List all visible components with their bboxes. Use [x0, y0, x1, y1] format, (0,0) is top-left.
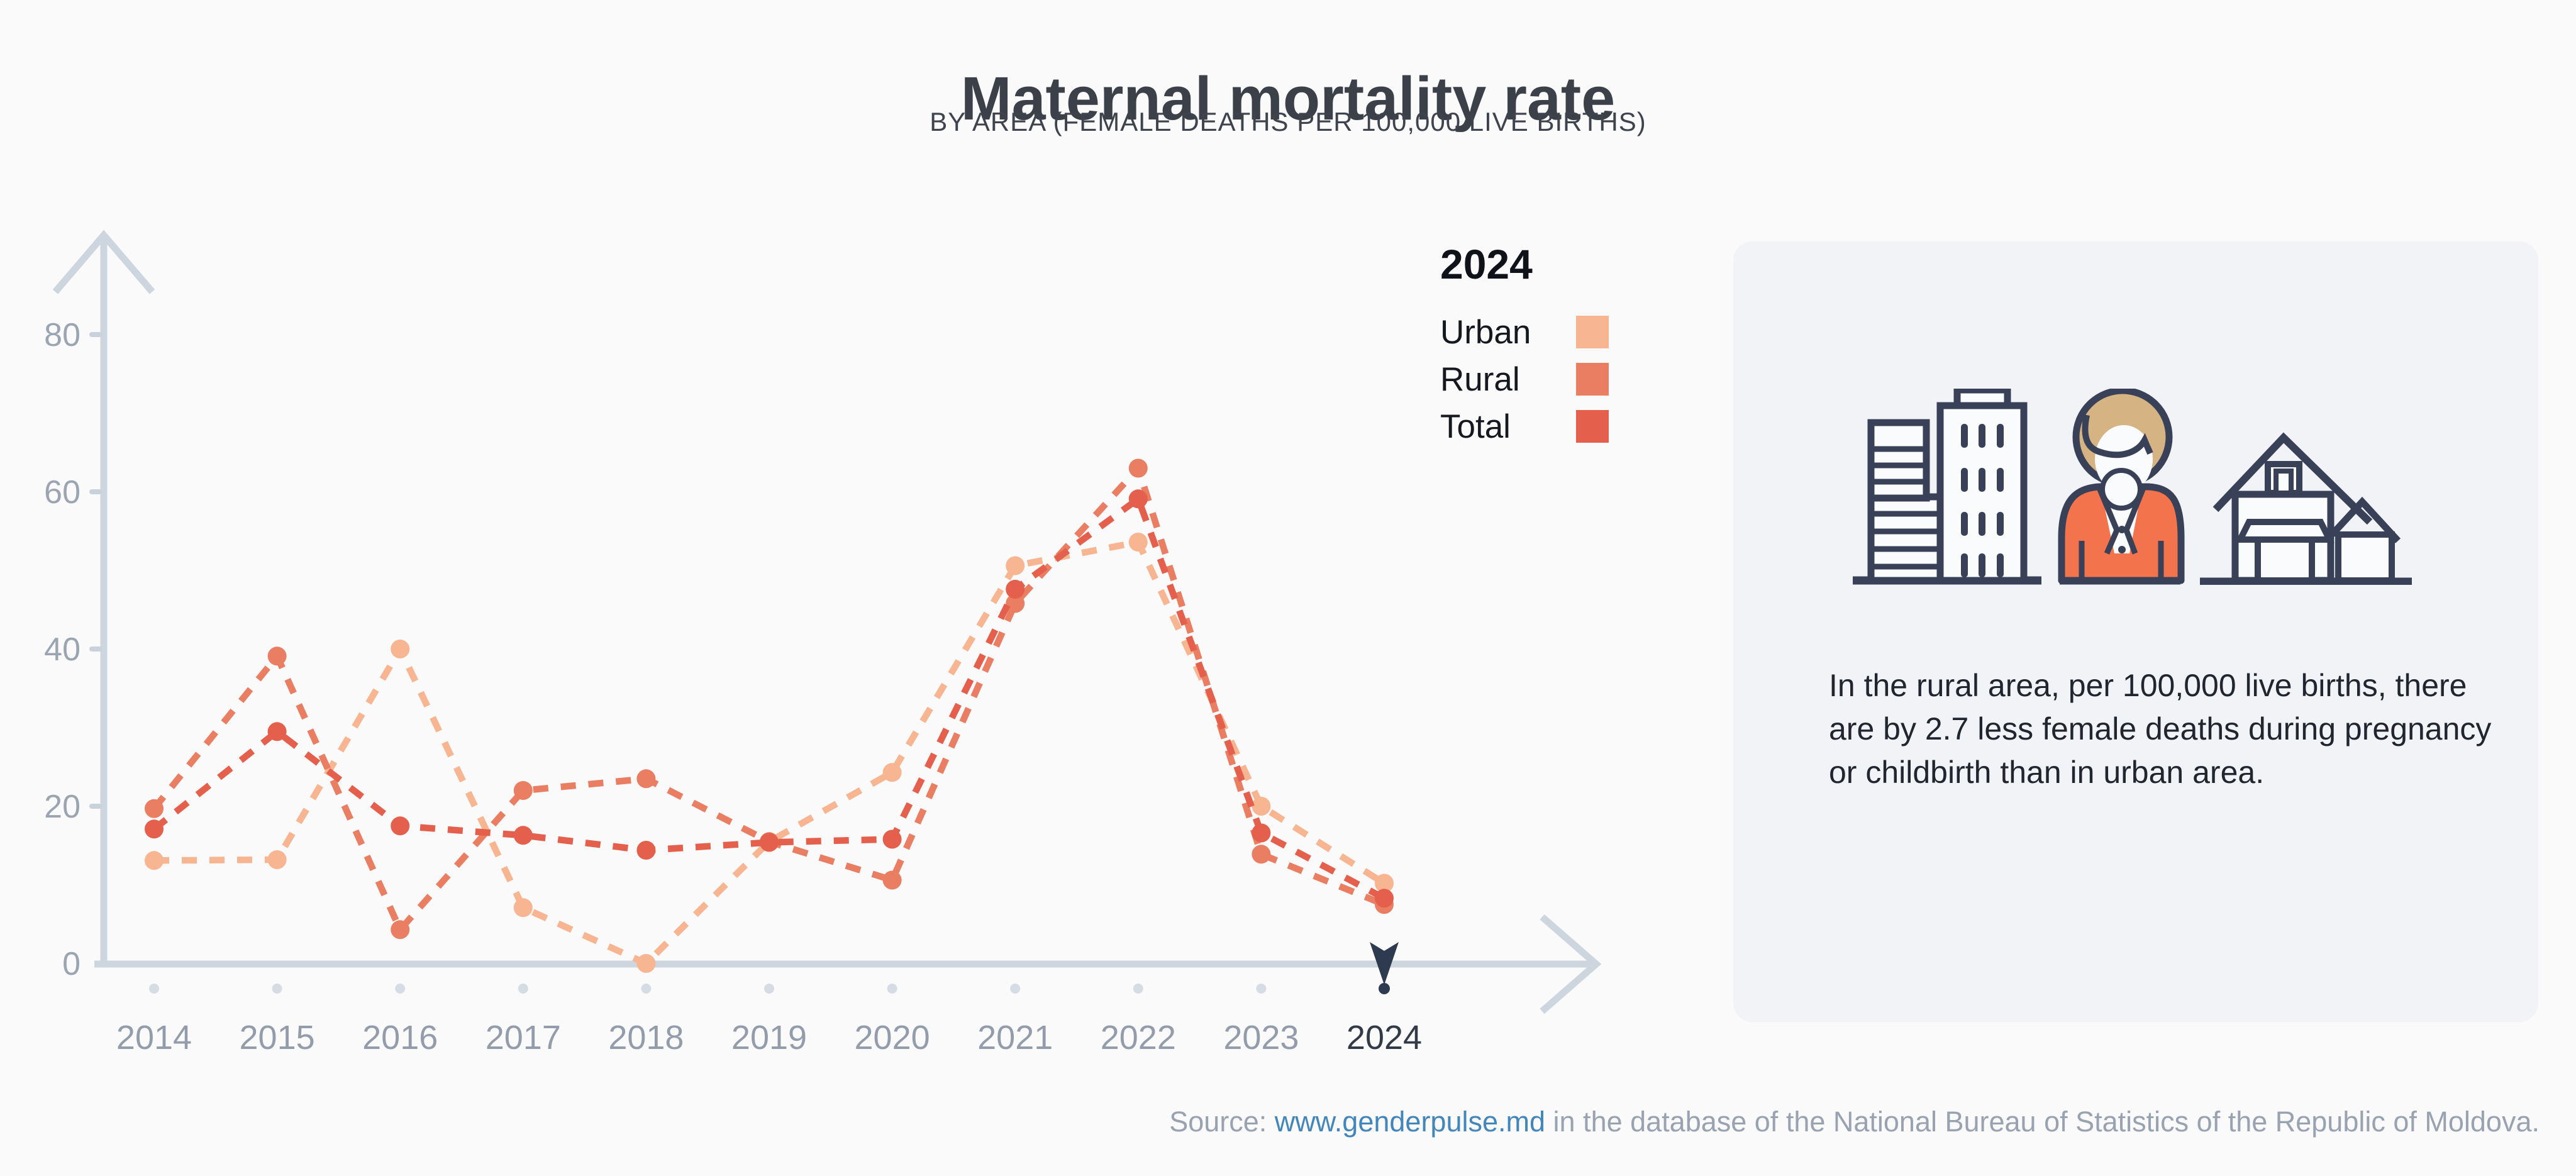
x-tick-dot-2024 [1379, 983, 1390, 994]
y-ticks: 0 20 40 60 80 [44, 317, 102, 982]
x-tick-dot-2021 [1010, 984, 1021, 994]
page-title: Maternal mortality rate [960, 64, 1616, 133]
x-axis-label-2023: 2023 [1223, 1019, 1299, 1057]
data-point-rural-2015 [267, 646, 287, 666]
data-point-total-2021 [1006, 580, 1025, 599]
x-axis-label-2015: 2015 [240, 1019, 315, 1057]
x-axis-label-2018: 2018 [608, 1019, 684, 1057]
x-tick-dot-2017 [518, 984, 528, 994]
data-point-rural-2016 [391, 920, 410, 940]
data-point-total-2017 [513, 826, 533, 845]
legend-label: Urban [1440, 313, 1531, 351]
y-axis-arrow-icon [52, 230, 155, 294]
data-point-total-2022 [1128, 489, 1148, 509]
x-tick-dot-2014 [149, 984, 159, 994]
legend-swatch-urban [1576, 316, 1609, 348]
y-tick-label-80: 80 [44, 317, 80, 353]
legend-label: Total [1440, 408, 1511, 445]
series-urban [145, 533, 1394, 973]
legend-item-rural: Rural [1440, 360, 1609, 398]
y-tick-label-60: 60 [44, 474, 80, 511]
legend-swatch-total [1576, 410, 1609, 443]
x-tick-dot-2018 [641, 984, 652, 994]
data-point-urban-2015 [267, 850, 287, 869]
data-point-total-2014 [145, 819, 164, 839]
x-axis-label-2016: 2016 [362, 1019, 438, 1057]
legend-item-total: Total [1440, 408, 1609, 445]
data-point-urban-2021 [1006, 556, 1025, 575]
series-line-urban [153, 538, 1386, 968]
data-point-rural-2020 [882, 870, 902, 890]
x-tick-dot-2020 [887, 984, 897, 994]
series-line-total [152, 493, 1386, 901]
data-point-rural-2014 [145, 799, 164, 818]
y-tick-dash [89, 646, 102, 652]
y-tick-dash [89, 332, 102, 337]
x-axis-arrow-icon [1540, 914, 1602, 1014]
x-axis-label-2024: 2024 [1346, 1019, 1422, 1057]
y-tick-label-20: 20 [44, 789, 80, 825]
data-point-total-2024 [1375, 889, 1394, 908]
person-icon [2058, 389, 2185, 585]
x-tick-dot-2019 [764, 984, 774, 994]
source-label: Source: [1169, 1106, 1275, 1138]
page-subtitle: BY AREA (FEMALE DEATHS PER 100,000 LIVE … [930, 107, 1646, 136]
data-point-urban-2020 [882, 763, 902, 782]
legend-label: Rural [1440, 360, 1520, 398]
series-rural [145, 458, 1394, 940]
source-link[interactable]: www.genderpulse.md [1274, 1106, 1546, 1138]
data-point-rural-2023 [1252, 845, 1271, 864]
y-tick-dash [89, 804, 102, 809]
source-line: Source: www.genderpulse.md in the databa… [1169, 1106, 2540, 1138]
insight-card: In the rural area, per 100,000 live birt… [1733, 241, 2538, 1022]
x-axis-label-2021: 2021 [977, 1019, 1053, 1057]
data-point-total-2015 [267, 722, 287, 741]
data-point-total-2019 [760, 833, 779, 852]
data-point-urban-2016 [391, 640, 410, 658]
x-axis-label-2017: 2017 [486, 1019, 561, 1057]
legend-item-urban: Urban [1440, 314, 1609, 351]
y-tick-label-40: 40 [44, 631, 80, 668]
data-point-total-2016 [391, 816, 410, 836]
chart-legend: 2024 Urban Rural Total [1440, 240, 1609, 457]
axes [52, 230, 1602, 1014]
x-axis-label-2020: 2020 [855, 1019, 930, 1057]
x-ticks: 2014 2015 2016 2017 2018 2019 2020 2021 2022 2023… [116, 983, 1422, 1057]
data-point-rural-2018 [636, 769, 656, 789]
data-point-urban-2018 [636, 954, 656, 973]
legend-swatch-rural [1576, 363, 1609, 396]
x-tick-dot-2023 [1256, 984, 1267, 994]
x-tick-dot-2022 [1133, 984, 1143, 994]
x-axis-label-2014: 2014 [116, 1019, 192, 1057]
data-point-urban-2014 [145, 851, 164, 870]
data-point-rural-2017 [513, 781, 533, 800]
x-tick-dot-2016 [395, 984, 406, 994]
legend-year-title: 2024 [1440, 241, 1533, 287]
data-point-urban-2022 [1128, 533, 1148, 552]
highlight-arrow-icon [1370, 942, 1399, 985]
data-point-urban-2024 [1375, 874, 1394, 893]
y-tick-label-0: 0 [62, 946, 80, 982]
insight-text: In the rural area, per 100,000 live birt… [1829, 668, 2492, 790]
data-point-total-2018 [636, 841, 656, 860]
source-rest: in the database of the National Bureau o… [1545, 1106, 2540, 1138]
house-icon [2200, 432, 2412, 585]
series-line-rural [151, 462, 1385, 936]
x-axis-label-2019: 2019 [731, 1019, 807, 1057]
x-tick-dot-2015 [272, 984, 282, 994]
data-point-urban-2017 [513, 898, 533, 918]
data-point-rural-2022 [1128, 458, 1148, 478]
series-total [145, 489, 1394, 908]
x-axis-label-2022: 2022 [1101, 1019, 1176, 1057]
data-point-rural-2021 [1006, 594, 1025, 613]
data-point-total-2023 [1252, 823, 1271, 843]
urban-rural-illustration [1853, 389, 2412, 585]
y-tick-dash [89, 489, 102, 494]
data-point-total-2020 [882, 829, 902, 849]
data-point-urban-2023 [1252, 797, 1271, 816]
city-buildings-icon [1853, 389, 2041, 585]
